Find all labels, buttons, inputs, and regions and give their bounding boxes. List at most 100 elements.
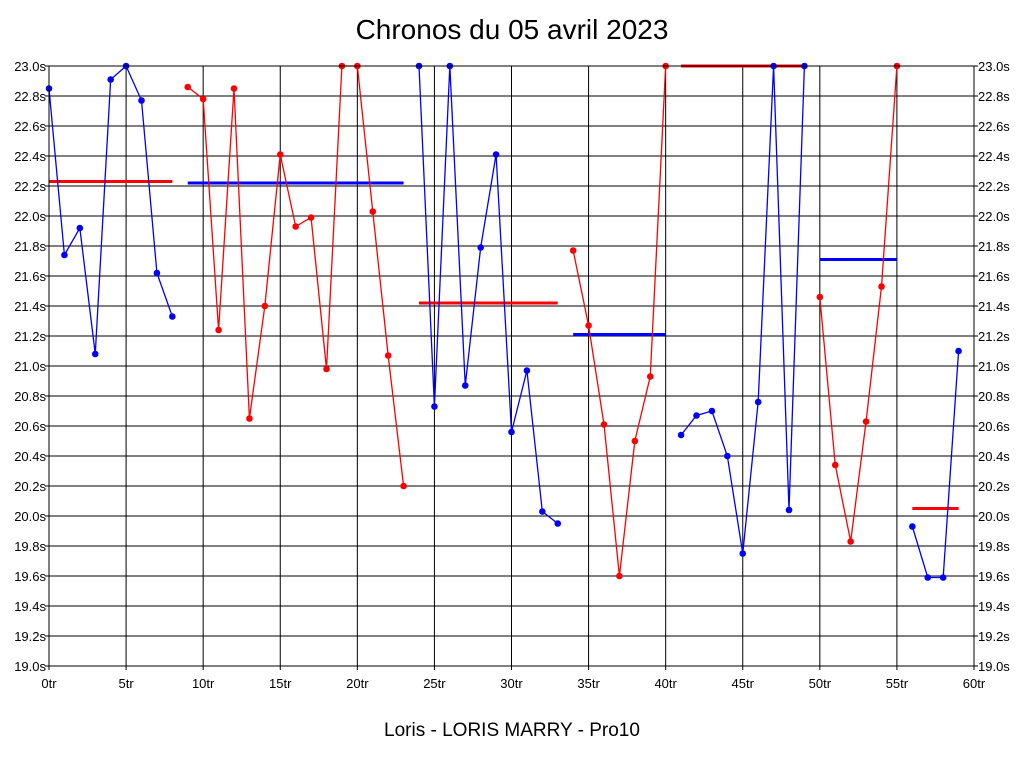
data-point: [585, 322, 592, 329]
data-point: [292, 223, 299, 230]
y-tick-label-right: 19.0s: [978, 659, 1010, 674]
series: [45, 62, 176, 358]
y-tick-label-right: 22.2s: [978, 179, 1010, 194]
y-tick-label-right: 20.6s: [978, 419, 1010, 434]
data-point: [107, 76, 114, 83]
y-tick-label-left: 20.8s: [14, 389, 46, 404]
data-point: [369, 208, 377, 215]
y-tick-label-right: 19.6s: [978, 569, 1010, 584]
y-tick-label-left: 22.8s: [14, 89, 46, 104]
series-line: [572, 65, 667, 577]
y-tick-label-left: 19.0s: [14, 659, 46, 674]
y-tick-label-left: 22.2s: [14, 179, 46, 194]
y-tick-label-left: 21.0s: [14, 359, 46, 374]
series-group: [45, 62, 962, 581]
y-tick-label-left: 19.2s: [14, 629, 46, 644]
y-tick-label-left: 20.4s: [14, 449, 46, 464]
data-point: [230, 85, 238, 92]
y-tick-label-left: 21.6s: [14, 269, 46, 284]
y-tick-label-right: 22.4s: [978, 149, 1010, 164]
data-point: [739, 550, 747, 557]
data-point: [539, 508, 546, 515]
x-tick-label: 50tr: [809, 676, 832, 691]
axes: [45, 65, 978, 670]
data-point: [199, 95, 207, 103]
x-tick-label: 45tr: [732, 676, 755, 691]
data-point: [91, 350, 99, 358]
y-tick-label-left: 19.4s: [14, 599, 46, 614]
y-tick-label-left: 19.8s: [14, 539, 46, 554]
data-point: [754, 398, 762, 406]
data-point: [215, 326, 222, 334]
data-point: [924, 574, 932, 581]
y-tick-label-right: 21.2s: [978, 329, 1010, 344]
y-tick-label-left: 23.0s: [14, 59, 46, 74]
data-point: [847, 538, 854, 545]
y-tick-label-left: 22.4s: [14, 149, 46, 164]
series-line: [819, 65, 898, 542]
data-point: [261, 302, 269, 310]
data-point: [461, 382, 469, 389]
x-tick-label: 60tr: [963, 676, 986, 691]
data-point: [955, 347, 962, 355]
series-line: [418, 65, 559, 525]
y-tick-label-left: 22.6s: [14, 119, 46, 134]
chart-title: Chronos du 05 avril 2023: [355, 14, 669, 45]
data-point: [677, 431, 685, 439]
y-tick-label-left: 21.4s: [14, 299, 46, 314]
data-point: [646, 373, 654, 380]
data-point: [631, 437, 639, 445]
series: [569, 62, 669, 580]
tick-labels: 0tr 5tr 10tr 15tr 20tr 25tr 30tr 35tr 40tr 45tr 50…: [14, 59, 1010, 691]
data-point: [492, 151, 500, 158]
y-tick-label-left: 19.6s: [14, 569, 46, 584]
data-point: [431, 403, 438, 410]
y-tick-label-left: 20.6s: [14, 419, 46, 434]
series: [816, 62, 901, 545]
data-point: [384, 352, 392, 359]
data-point: [61, 251, 68, 259]
data-point: [600, 421, 608, 428]
y-tick-label-left: 21.2s: [14, 329, 46, 344]
data-point: [569, 247, 577, 254]
y-tick-label-right: 20.2s: [978, 479, 1010, 494]
data-point: [693, 412, 700, 419]
series: [415, 62, 562, 527]
y-tick-label-right: 21.6s: [978, 269, 1010, 284]
series-line: [911, 350, 960, 579]
data-point: [554, 520, 562, 527]
grid: [48, 65, 975, 667]
data-point: [307, 214, 315, 221]
x-tick-label: 10tr: [192, 676, 215, 691]
y-tick-label-left: 22.0s: [14, 209, 46, 224]
y-tick-label-right: 20.8s: [978, 389, 1010, 404]
data-point: [616, 572, 623, 580]
y-tick-label-right: 22.6s: [978, 119, 1010, 134]
y-tick-label-right: 20.0s: [978, 509, 1010, 524]
data-point: [909, 523, 916, 530]
data-point: [169, 313, 176, 320]
x-tick-label: 5tr: [118, 676, 134, 691]
data-point: [400, 482, 407, 490]
y-tick-label-left: 20.2s: [14, 479, 46, 494]
x-tick-label: 0tr: [41, 676, 57, 691]
y-tick-label-right: 20.4s: [978, 449, 1010, 464]
data-point: [816, 293, 824, 301]
series: [184, 62, 407, 490]
y-tick-label-right: 21.0s: [978, 359, 1010, 374]
x-tick-label: 20tr: [346, 676, 369, 691]
data-point: [724, 452, 731, 460]
data-point: [831, 461, 839, 469]
data-point: [153, 269, 161, 277]
y-tick-label-right: 21.8s: [978, 239, 1010, 254]
data-point: [138, 97, 145, 104]
series: [909, 347, 962, 581]
data-point: [508, 428, 515, 436]
x-tick-label: 30tr: [500, 676, 523, 691]
data-point: [184, 83, 192, 91]
x-tick-label: 15tr: [269, 676, 292, 691]
x-tick-label: 25tr: [423, 676, 446, 691]
y-tick-label-right: 22.8s: [978, 89, 1010, 104]
data-point: [708, 407, 716, 415]
